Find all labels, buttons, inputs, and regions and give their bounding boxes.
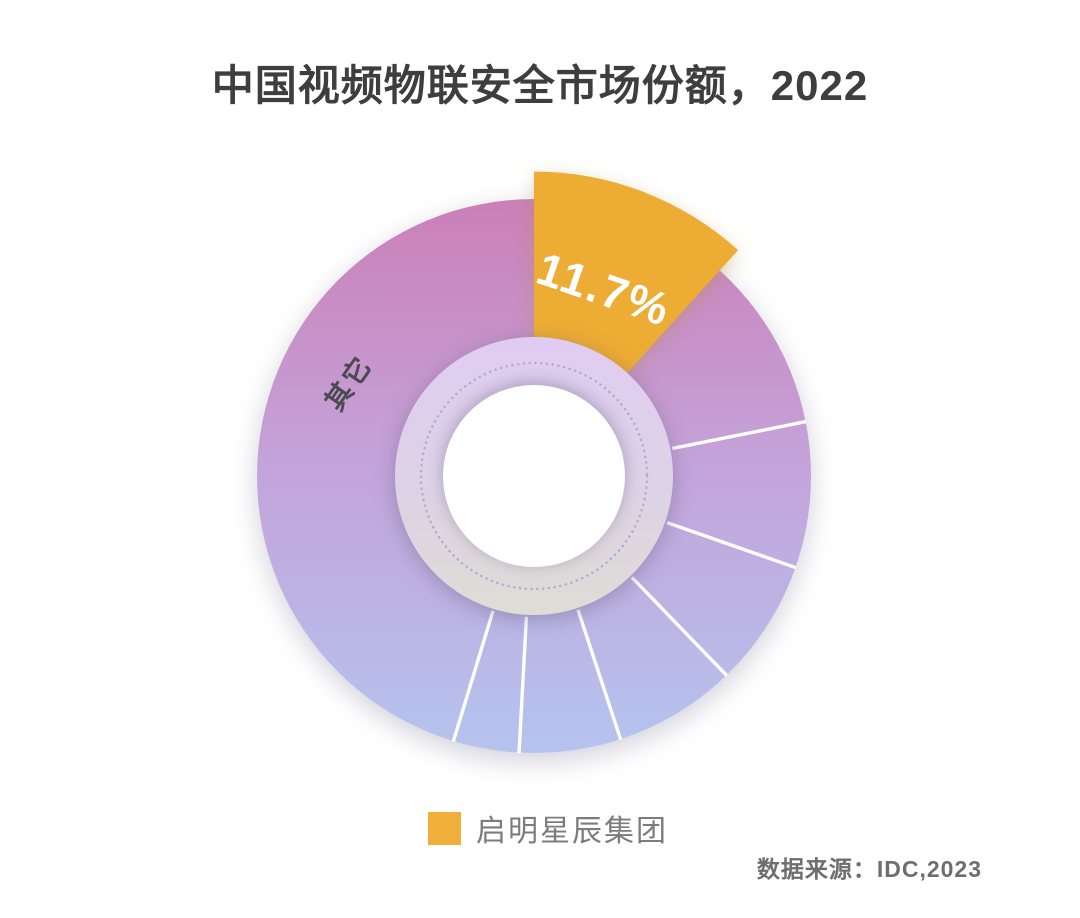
donut-hole <box>443 385 625 567</box>
data-source-note: 数据来源：IDC,2023 <box>756 856 982 882</box>
legend: 启明星辰集团 <box>428 806 668 850</box>
segment-divider <box>517 616 529 754</box>
legend-swatch-qiming <box>428 811 461 845</box>
segment-divider <box>576 609 623 741</box>
segment-divider <box>451 610 495 742</box>
legend-label-qiming: 启明星辰集团 <box>476 815 668 848</box>
dotted-ring <box>419 361 649 591</box>
segment-divider <box>630 576 729 677</box>
segment-divider-lines <box>451 419 807 754</box>
segment-divider <box>666 520 797 570</box>
page-title: 中国视频物联安全市场份额，2022 <box>211 62 869 109</box>
segment-divider <box>671 419 807 451</box>
